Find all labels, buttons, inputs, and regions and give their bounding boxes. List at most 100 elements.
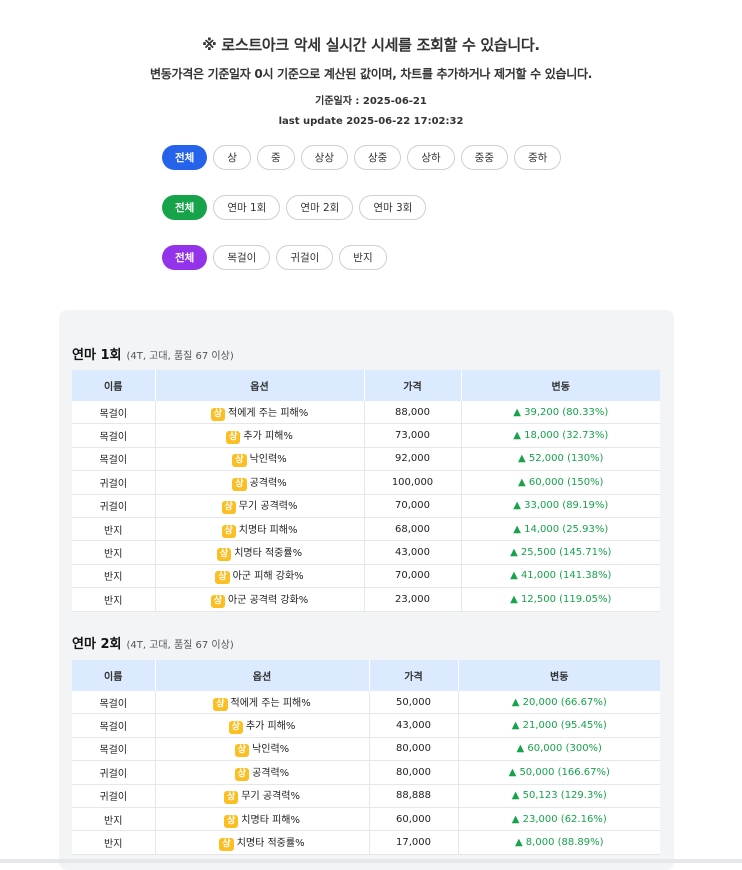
grade-badge: 상: [224, 814, 239, 828]
table-row: 목걸이 상 적에게 주는 피해% 50,000 ▲ 20,000 (66.67%): [72, 691, 660, 715]
column-header-change: 변동: [461, 370, 660, 401]
cell-price: 60,000: [369, 807, 459, 832]
cell-change: ▲ 50,123 (129.3%): [458, 784, 660, 808]
table-row: 귀걸이 상 무기 공격력% 70,000 ▲ 33,000 (89.19%): [72, 494, 660, 518]
refine-filter-3[interactable]: 연마 3회: [359, 195, 427, 220]
refine-filter: 전체 연마 1회 연마 2회 연마 3회: [162, 195, 427, 220]
cell-name: 목걸이: [72, 691, 156, 715]
grade-filter-sang[interactable]: 상: [213, 145, 251, 170]
table-row: 목걸이 상 낙인력% 80,000 ▲ 60,000 (300%): [72, 737, 660, 762]
cell-option: 상 치명타 피해%: [155, 517, 365, 542]
cell-name: 귀걸이: [72, 470, 156, 495]
table-row: 목걸이 상 적에게 주는 피해% 88,000 ▲ 39,200 (80.33%): [72, 401, 660, 425]
option-label: 치명타 피해%: [238, 524, 298, 536]
refine-filter-2[interactable]: 연마 2회: [286, 195, 354, 220]
cell-option: 상 아군 공격력 강화%: [155, 587, 365, 612]
price-table: 이름 옵션 가격 변동 목걸이 상 적에게 주는 피해% 88,000 ▲ 39,200…: [72, 370, 660, 612]
option-label: 적에게 주는 피해%: [230, 697, 311, 709]
refine-filter-all[interactable]: 전체: [162, 195, 208, 220]
grade-filter-jungha[interactable]: 중하: [513, 145, 562, 170]
grade-badge: 상: [234, 744, 250, 758]
type-filter-necklace[interactable]: 목걸이: [213, 245, 271, 270]
refine-filter-1[interactable]: 연마 1회: [213, 195, 281, 220]
table-row: 반지 상 치명타 피해% 68,000 ▲ 14,000 (25.93%): [72, 517, 660, 542]
bottom-scroll-edge: [0, 859, 742, 863]
grade-badge: 상: [210, 594, 225, 608]
table-row: 목걸이 상 추가 피해% 43,000 ▲ 21,000 (95.45%): [72, 713, 660, 738]
cell-change: ▲ 20,000 (66.67%): [458, 691, 660, 715]
grade-filter-jungjung[interactable]: 중중: [460, 145, 508, 170]
cell-change: ▲ 52,000 (130%): [461, 447, 660, 472]
cell-price: 23,000: [364, 587, 462, 612]
cell-option: 상 공격력%: [155, 760, 370, 785]
option-label: 낙인력%: [252, 744, 290, 756]
cell-price: 50,000: [369, 691, 459, 715]
table-body: 목걸이 상 적에게 주는 피해% 50,000 ▲ 20,000 (66.67%) 목걸이…: [72, 691, 660, 855]
table-row: 귀걸이 상 공격력% 80,000 ▲ 50,000 (166.67%): [72, 760, 660, 785]
grade-filter-jung[interactable]: 중: [257, 145, 295, 170]
cell-price: 73,000: [364, 423, 462, 448]
grade-filter-all[interactable]: 전체: [162, 145, 208, 170]
grade-filter-sangjung[interactable]: 상중: [354, 145, 402, 170]
cell-option: 상 낙인력%: [155, 447, 365, 472]
option-label: 아군 공격력 강화%: [228, 594, 309, 606]
grade-badge: 상: [215, 571, 230, 585]
cell-name: 반지: [72, 830, 156, 855]
cell-name: 목걸이: [72, 401, 156, 425]
cell-option: 상 아군 피해 강화%: [155, 564, 365, 589]
option-label: 치명타 적중률%: [236, 838, 305, 850]
column-header-change: 변동: [458, 660, 660, 691]
grade-badge: 상: [213, 697, 228, 711]
cell-option: 상 낙인력%: [155, 737, 370, 762]
cell-price: 80,000: [369, 760, 459, 785]
cell-price: 88,888: [369, 784, 459, 808]
cell-change: ▲ 18,000 (32.73%): [461, 423, 660, 448]
type-filter-earring[interactable]: 귀걸이: [276, 245, 334, 270]
option-label: 추가 피해%: [243, 431, 293, 443]
grade-badge: 상: [219, 838, 234, 852]
cell-option: 상 무기 공격력%: [155, 494, 365, 518]
table-row: 목걸이 상 추가 피해% 73,000 ▲ 18,000 (32.73%): [72, 423, 660, 448]
cell-price: 43,000: [369, 713, 459, 738]
table-row: 귀걸이 상 무기 공격력% 88,888 ▲ 50,123 (129.3%): [72, 784, 660, 808]
option-label: 무기 공격력%: [238, 501, 298, 513]
cell-change: ▲ 25,500 (145.71%): [461, 540, 660, 565]
cell-change: ▲ 33,000 (89.19%): [461, 494, 660, 518]
option-label: 치명타 피해%: [241, 814, 300, 826]
type-filter-ring[interactable]: 반지: [339, 245, 387, 270]
option-label: 치명타 적중률%: [234, 548, 303, 560]
table-row: 목걸이 상 낙인력% 92,000 ▲ 52,000 (130%): [72, 447, 660, 472]
cell-price: 17,000: [369, 830, 459, 855]
cell-change: ▲ 14,000 (25.93%): [461, 517, 660, 542]
column-header-price: 가격: [364, 370, 462, 401]
cell-option: 상 치명타 적중률%: [155, 830, 370, 855]
cell-change: ▲ 60,000 (300%): [458, 737, 660, 762]
table-row: 반지 상 치명타 피해% 60,000 ▲ 23,000 (62.16%): [72, 807, 660, 832]
type-filter-all[interactable]: 전체: [162, 245, 208, 270]
cell-name: 목걸이: [72, 447, 156, 472]
price-table: 이름 옵션 가격 변동 목걸이 상 적에게 주는 피해% 50,000 ▲ 20,000…: [72, 660, 660, 855]
cell-name: 반지: [72, 587, 156, 612]
column-header-option: 옵션: [155, 370, 365, 401]
table-row: 반지 상 치명타 적중률% 17,000 ▲ 8,000 (88.89%): [72, 830, 660, 855]
section-title-text: 연마 1회: [72, 348, 122, 363]
page-subtitle: 변동가격은 기준일자 0시 기준으로 계산된 값이며, 차트를 추가하거나 제거…: [150, 67, 592, 81]
section-title: 연마 1회 (4T, 고대, 품질 67 이상): [72, 344, 234, 363]
option-label: 적에게 주는 피해%: [228, 407, 309, 419]
cell-name: 귀걸이: [72, 494, 156, 518]
results-panel: 연마 1회 (4T, 고대, 품질 67 이상) 이름 옵션 가격 변동 목걸이 상…: [59, 310, 674, 870]
cell-change: ▲ 41,000 (141.38%): [461, 564, 660, 589]
table-row: 귀걸이 상 공격력% 100,000 ▲ 60,000 (150%): [72, 470, 660, 495]
option-label: 무기 공격력%: [241, 791, 300, 803]
table-header-row: 이름 옵션 가격 변동: [72, 660, 660, 691]
grade-filter-sangsang[interactable]: 상상: [300, 145, 348, 170]
cell-change: ▲ 8,000 (88.89%): [458, 830, 660, 855]
cell-price: 43,000: [364, 540, 462, 565]
base-date: 기준일자 : 2025-06-21: [315, 96, 427, 107]
cell-option: 상 치명타 피해%: [155, 807, 370, 832]
column-header-name: 이름: [72, 370, 156, 401]
option-label: 공격력%: [249, 477, 287, 489]
grade-filter-sangha[interactable]: 상하: [407, 145, 455, 170]
grade-badge: 상: [224, 791, 239, 805]
cell-option: 상 공격력%: [155, 470, 365, 495]
